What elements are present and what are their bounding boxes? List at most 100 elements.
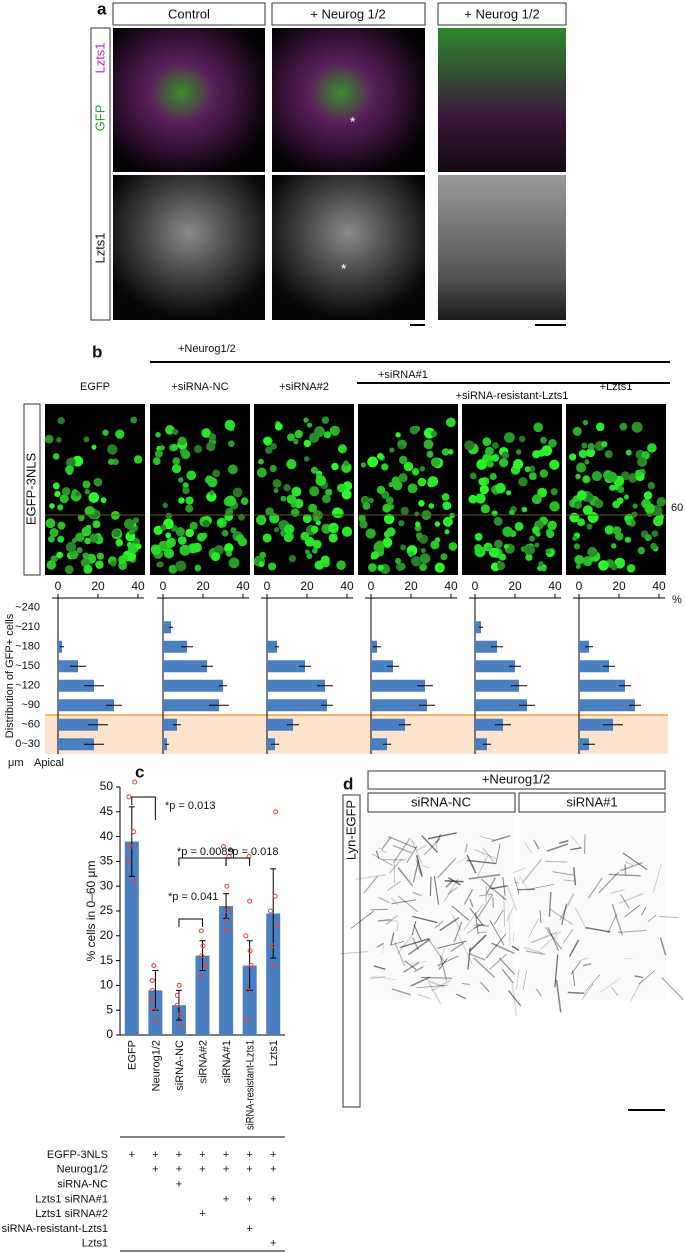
y-tick-label: ~150 [15,660,40,672]
cell [572,426,582,436]
process [406,845,418,863]
process [506,906,514,922]
cell [310,525,319,534]
annotation: *p = 0.041 [168,891,218,903]
process [581,983,594,1000]
data-point [224,883,230,889]
cell [320,555,330,565]
cell [448,542,458,551]
data-point [272,893,278,899]
process [473,924,482,929]
table-label: Neurog1/2 [57,1164,108,1176]
cell [518,435,526,443]
cell [411,468,420,476]
bar [163,660,207,673]
process [433,876,440,905]
process [447,886,459,895]
process [389,858,403,874]
process [647,914,657,923]
cell [132,517,140,524]
process [410,976,430,987]
cell [627,473,638,483]
process [555,979,562,1013]
cell [130,416,138,424]
cell [626,563,636,573]
x-tick-label: Lzts1 [268,1040,280,1066]
cell [83,564,93,574]
process [461,983,471,985]
process [584,834,586,854]
x-tick-label: 40 [652,579,666,593]
process [599,978,621,993]
cell [491,453,500,462]
bar [267,718,293,731]
process [451,913,462,931]
process [548,892,552,917]
cell [115,429,125,439]
cell [166,537,177,548]
cell [207,477,218,488]
data-point [131,878,137,884]
x-tick-label: siRNA#1 [221,1040,233,1083]
process [485,877,497,895]
cell [57,504,64,511]
process [381,944,385,955]
cell [614,557,626,569]
table-label: Lzts1 siRNA#2 [35,1208,108,1220]
process [570,960,582,975]
bracket [178,857,227,866]
cell [582,556,593,567]
asterisk: * [350,114,356,130]
cell [96,552,104,560]
cell [537,565,543,572]
process [624,904,641,918]
cell [341,526,353,537]
process [381,837,392,850]
process [385,914,398,926]
cell [513,459,524,470]
cell [76,547,83,554]
table-mark: + [129,1149,135,1161]
table-mark: + [223,1149,229,1161]
x-tick-label: 40 [236,579,250,593]
cell [586,448,596,458]
cell [121,554,129,562]
process [463,889,474,905]
cell [186,470,197,481]
process [439,957,448,970]
process [411,839,423,864]
process [473,924,485,926]
process [659,916,679,918]
cell [415,521,421,527]
cell [414,511,420,517]
cell [418,499,425,507]
cell [217,519,224,526]
column-header: +Lzts1 [600,381,633,393]
bar [124,841,139,1035]
cell [492,442,499,449]
row-label-box [90,27,111,321]
cell [644,503,655,514]
cell [84,488,90,495]
cell [172,457,181,465]
cell [407,551,414,557]
bar [579,699,635,712]
process [477,924,490,927]
row-label: Lzts1 [92,42,107,73]
process [562,928,574,945]
process [473,957,496,978]
cell [177,536,187,545]
cell [576,490,587,501]
cell [224,543,234,553]
header: +Neurog1/2 [482,771,550,786]
cell [185,504,194,513]
cell [360,462,367,468]
process [451,905,470,921]
bar [163,699,219,712]
process [498,957,515,975]
cell [598,560,609,571]
cell [428,503,435,509]
cell [66,457,76,468]
process [377,918,391,922]
x-tick-label: Neurog1/2 [150,1040,162,1091]
